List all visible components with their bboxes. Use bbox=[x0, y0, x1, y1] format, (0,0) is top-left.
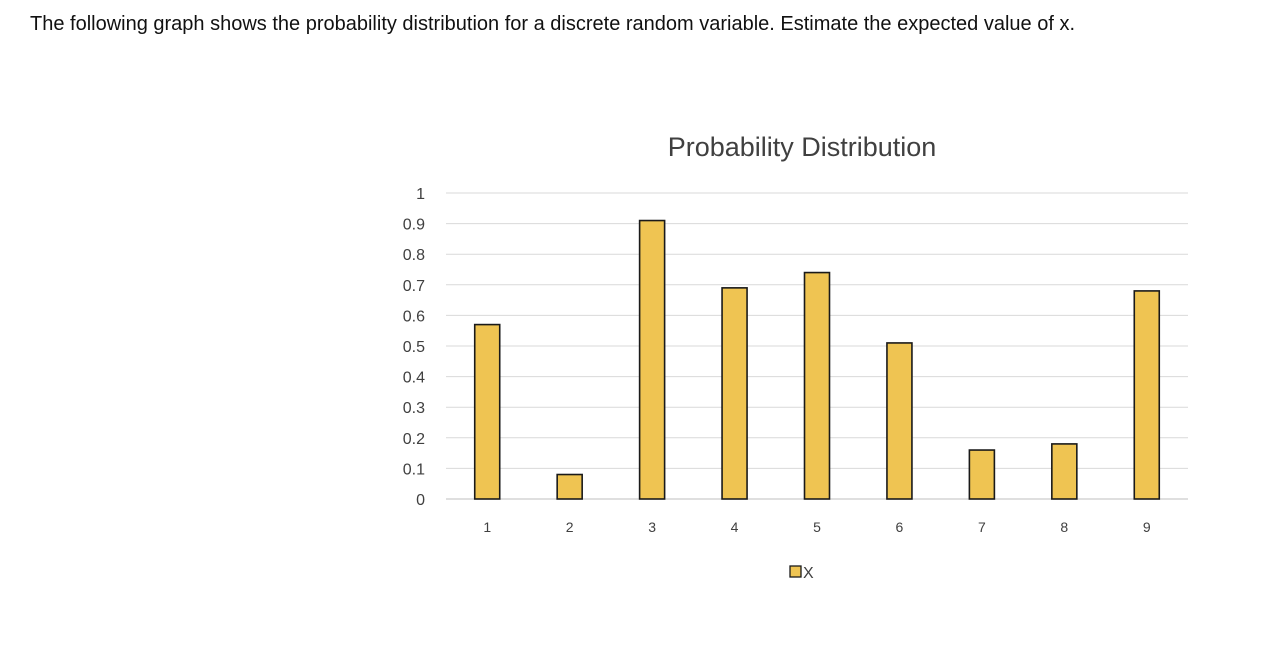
chart-title: Probability Distribution bbox=[668, 132, 937, 162]
legend-label: X bbox=[803, 565, 814, 582]
y-tick-label: 0.5 bbox=[403, 339, 425, 356]
y-tick-label: 0.4 bbox=[403, 370, 425, 387]
x-tick-label: 3 bbox=[648, 519, 656, 535]
bar-8 bbox=[1051, 443, 1078, 500]
x-tick-label: 9 bbox=[1143, 519, 1151, 535]
x-tick-label: 5 bbox=[813, 519, 821, 535]
y-tick-label: 0.3 bbox=[403, 400, 425, 417]
y-tick-label: 0.8 bbox=[403, 247, 425, 264]
bar-2 bbox=[556, 473, 583, 500]
bar-9 bbox=[1133, 290, 1161, 500]
x-tick-label: 8 bbox=[1060, 519, 1068, 535]
x-axis-ticks: 1 2 3 4 5 6 7 8 9 bbox=[483, 519, 1151, 535]
x-tick-label: 1 bbox=[483, 519, 491, 535]
bar-7 bbox=[968, 449, 996, 500]
bar-6 bbox=[886, 342, 913, 500]
y-tick-label: 0.2 bbox=[403, 431, 425, 448]
y-tick-label: 0 bbox=[416, 492, 425, 509]
y-tick-label: 0.7 bbox=[403, 278, 425, 295]
bar-3 bbox=[638, 219, 666, 500]
y-tick-label: 1 bbox=[416, 186, 425, 203]
legend-swatch bbox=[789, 565, 802, 578]
bar-1 bbox=[473, 323, 501, 500]
y-tick-label: 0.6 bbox=[403, 308, 425, 325]
x-tick-label: 2 bbox=[566, 519, 574, 535]
x-tick-label: 4 bbox=[731, 519, 739, 535]
question-text: The following graph shows the probabilit… bbox=[30, 13, 1075, 35]
y-tick-label: 0.9 bbox=[403, 217, 425, 234]
x-tick-label: 6 bbox=[896, 519, 904, 535]
bars bbox=[473, 219, 1161, 500]
y-tick-label: 0.1 bbox=[403, 461, 425, 478]
legend: X bbox=[789, 565, 814, 582]
x-tick-label: 7 bbox=[978, 519, 986, 535]
y-axis-ticks: 0 0.1 0.2 0.3 0.4 0.5 0.6 0.7 0.8 0.9 1 bbox=[403, 186, 425, 509]
bar-5 bbox=[803, 271, 831, 500]
bar-4 bbox=[721, 287, 748, 500]
